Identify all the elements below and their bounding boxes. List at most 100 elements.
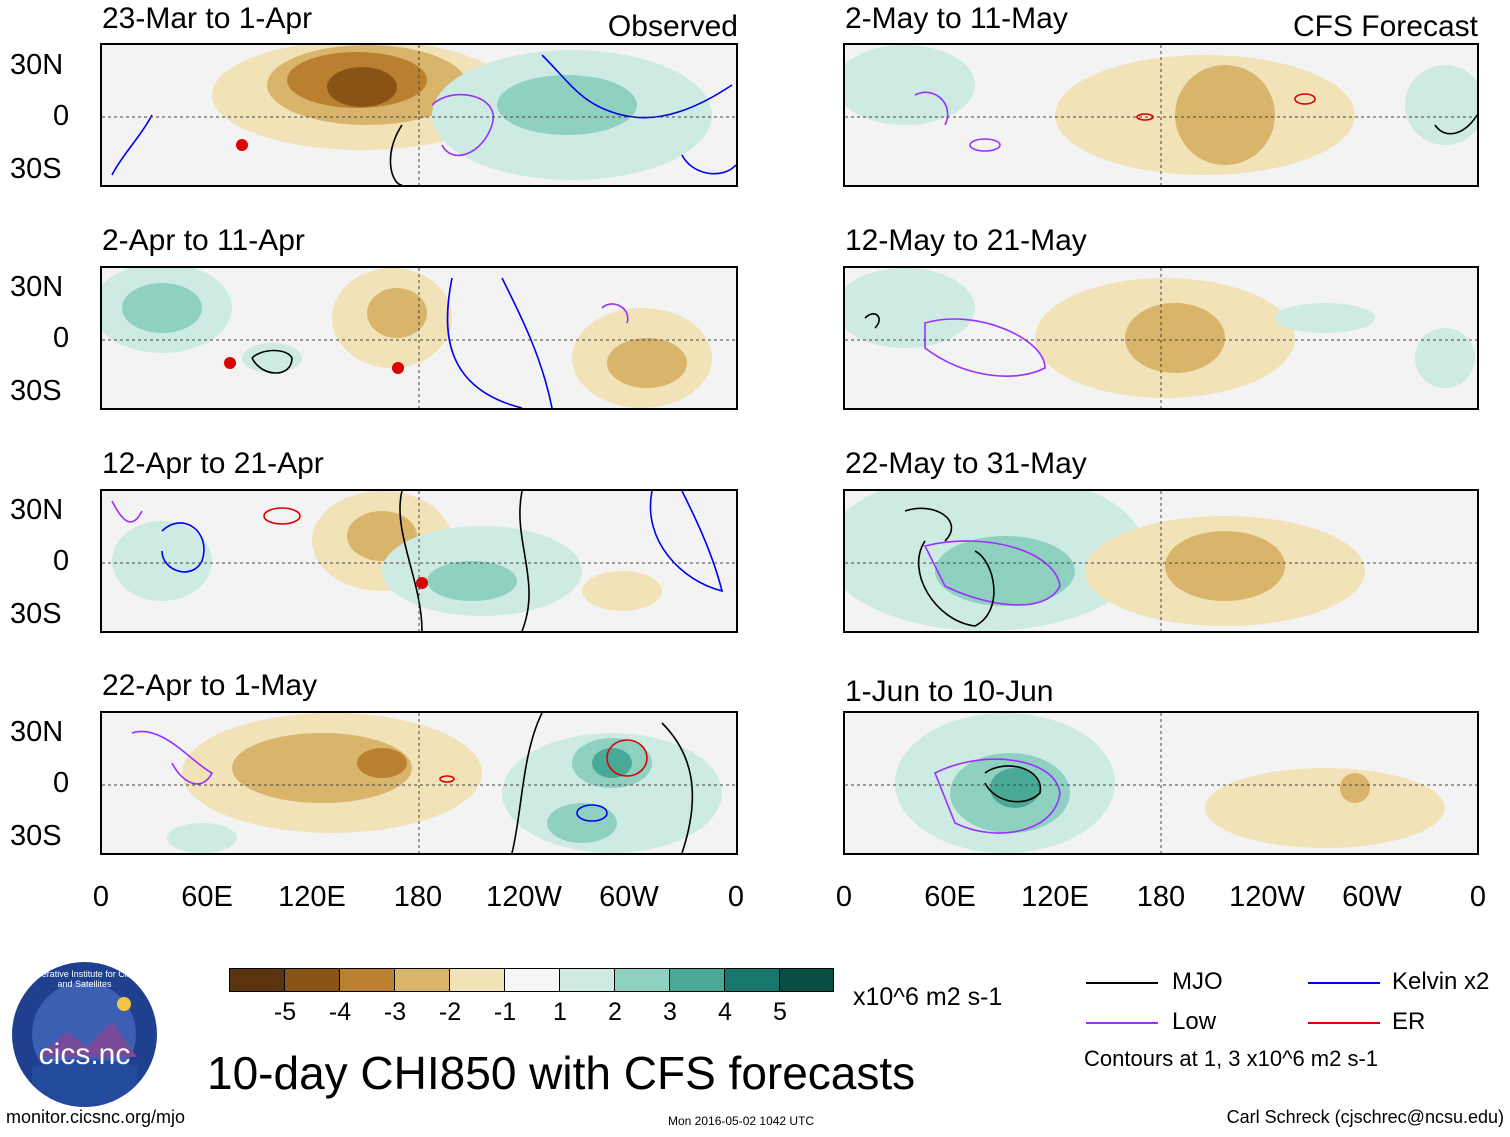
contours xyxy=(904,507,1061,627)
panel-title-obs-2: 2-Apr to 11-Apr xyxy=(102,224,305,257)
colorbar-label: -3 xyxy=(383,998,407,1026)
lon-label: 60W xyxy=(599,881,659,913)
lat-label-30s: 30S xyxy=(10,598,62,630)
legend-line-low xyxy=(1086,1022,1158,1024)
lon-label: 120W xyxy=(486,881,562,913)
colorbar-label: -2 xyxy=(438,998,462,1026)
main-title: 10-day CHI850 with CFS forecasts xyxy=(207,1047,916,1099)
lon-label: 0 xyxy=(727,881,745,913)
map-forecast-2 xyxy=(843,266,1479,410)
contours xyxy=(131,713,694,853)
lat-label-30s: 30S xyxy=(10,375,62,407)
legend-label-low: Low xyxy=(1172,1008,1217,1035)
anomaly-shading xyxy=(845,491,1365,631)
observed-label: Observed xyxy=(607,10,738,43)
storm-marker xyxy=(236,139,248,151)
lon-label: 120E xyxy=(1021,881,1089,913)
storm-marker xyxy=(392,362,404,374)
panel-title-fc-2: 12-May to 21-May xyxy=(845,224,1087,257)
colorbar-box xyxy=(779,968,834,992)
lon-label: 0 xyxy=(835,881,853,913)
panel-title-fc-3: 22-May to 31-May xyxy=(845,447,1087,480)
legend-line-mjo xyxy=(1086,982,1158,984)
colorbar-box xyxy=(284,968,340,992)
colorbar-box xyxy=(614,968,670,992)
panel-title-obs-4: 22-Apr to 1-May xyxy=(102,669,318,702)
anomaly-shading xyxy=(845,45,1477,175)
contours xyxy=(111,54,736,185)
colorbar-label: -1 xyxy=(493,998,517,1026)
map-forecast-4 xyxy=(843,711,1479,855)
lon-label: 0 xyxy=(92,881,110,913)
lat-label-30s: 30S xyxy=(10,153,62,185)
colorbar-box xyxy=(449,968,505,992)
timestamp: Mon 2016-05-02 1042 UTC xyxy=(668,1114,815,1128)
lon-label: 180 xyxy=(1136,881,1186,913)
legend-label-mjo: MJO xyxy=(1172,968,1223,995)
panel-title-fc-4: 1-Jun to 10-Jun xyxy=(845,675,1054,708)
storm-marker xyxy=(416,577,428,589)
logo-ring-text: Cooperative Institute for Climate and Sa… xyxy=(20,969,149,989)
panel-title-obs-3: 12-Apr to 21-Apr xyxy=(102,447,324,480)
source-url[interactable]: monitor.cicsnc.org/mjo xyxy=(6,1107,186,1127)
contours xyxy=(864,313,1046,377)
lat-label-eq: 0 xyxy=(53,100,70,132)
map-observed-2 xyxy=(100,266,738,410)
legend-label-kelvin: Kelvin x2 xyxy=(1392,968,1490,995)
cics-logo: Cooperative Institute for Climate and Sa… xyxy=(12,962,157,1107)
contours xyxy=(933,758,1061,834)
map-observed-3 xyxy=(100,489,738,633)
colorbar-label: 3 xyxy=(663,998,677,1026)
legend-line-er xyxy=(1308,1022,1380,1024)
lon-label: 180 xyxy=(393,881,443,913)
storm-marker xyxy=(224,357,236,369)
colorbar-label: -4 xyxy=(328,998,352,1026)
map-observed-1 xyxy=(100,43,738,187)
anomaly-shading xyxy=(895,713,1445,853)
anomaly-shading xyxy=(212,45,712,180)
lat-label-eq: 0 xyxy=(53,767,70,799)
map-forecast-3 xyxy=(843,489,1479,633)
colorbar-label: -5 xyxy=(273,998,297,1026)
lat-label-30n: 30N xyxy=(10,494,64,526)
panel-title-fc-1: 2-May to 11-May xyxy=(845,2,1068,35)
colorbar-units: x10^6 m2 s-1 xyxy=(853,983,1003,1011)
colorbar-box xyxy=(669,968,725,992)
lat-label-30n: 30N xyxy=(10,271,64,303)
map-forecast-1 xyxy=(843,43,1479,187)
lat-label-eq: 0 xyxy=(53,545,70,577)
contours-note: Contours at 1, 3 x10^6 m2 s-1 xyxy=(1084,1046,1379,1071)
colorbar-box xyxy=(559,968,615,992)
forecast-label: CFS Forecast xyxy=(1292,10,1478,43)
lat-label-30n: 30N xyxy=(10,49,64,81)
lat-label-30s: 30S xyxy=(10,820,62,852)
anomaly-shading xyxy=(845,268,1475,398)
lat-label-30n: 30N xyxy=(10,716,64,748)
legend-label-er: ER xyxy=(1392,1008,1426,1035)
colorbar-box xyxy=(394,968,450,992)
colorbar-label: 4 xyxy=(718,998,732,1026)
anomaly-shading xyxy=(167,713,722,853)
lon-label: 60W xyxy=(1342,881,1402,913)
colorbar-box xyxy=(339,968,395,992)
legend-line-kelvin xyxy=(1308,982,1380,984)
colorbar-box xyxy=(229,968,285,992)
colorbar-box xyxy=(724,968,780,992)
lon-label: 0 xyxy=(1469,881,1487,913)
anomaly-shading xyxy=(112,491,662,616)
contours xyxy=(251,277,629,408)
logo-text: cics.nc xyxy=(38,1038,131,1071)
lon-label: 60E xyxy=(924,881,976,913)
lon-label: 60E xyxy=(181,881,233,913)
lon-label: 120W xyxy=(1229,881,1305,913)
colorbar-label: 2 xyxy=(608,998,622,1026)
map-observed-4 xyxy=(100,711,738,855)
anomaly-shading xyxy=(102,268,712,408)
contours xyxy=(111,491,724,631)
colorbar-box xyxy=(504,968,560,992)
lon-label: 120E xyxy=(278,881,346,913)
author-credit: Carl Schreck (cjschrec@ncsu.edu) xyxy=(1226,1107,1504,1127)
panel-title-obs-1: 23-Mar to 1-Apr xyxy=(102,2,313,35)
colorbar-label: 1 xyxy=(553,998,567,1026)
lat-label-eq: 0 xyxy=(53,322,70,354)
